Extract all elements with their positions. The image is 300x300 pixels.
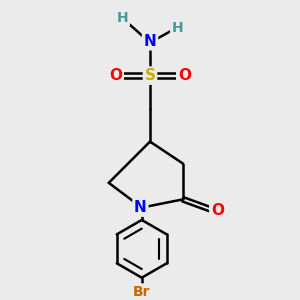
Text: O: O (211, 203, 224, 218)
Text: O: O (178, 68, 191, 83)
Text: H: H (172, 20, 183, 34)
Text: Br: Br (133, 285, 151, 299)
Text: O: O (109, 68, 122, 83)
Text: N: N (144, 34, 156, 49)
Text: N: N (134, 200, 147, 215)
Text: H: H (117, 11, 128, 25)
Text: S: S (145, 68, 155, 83)
